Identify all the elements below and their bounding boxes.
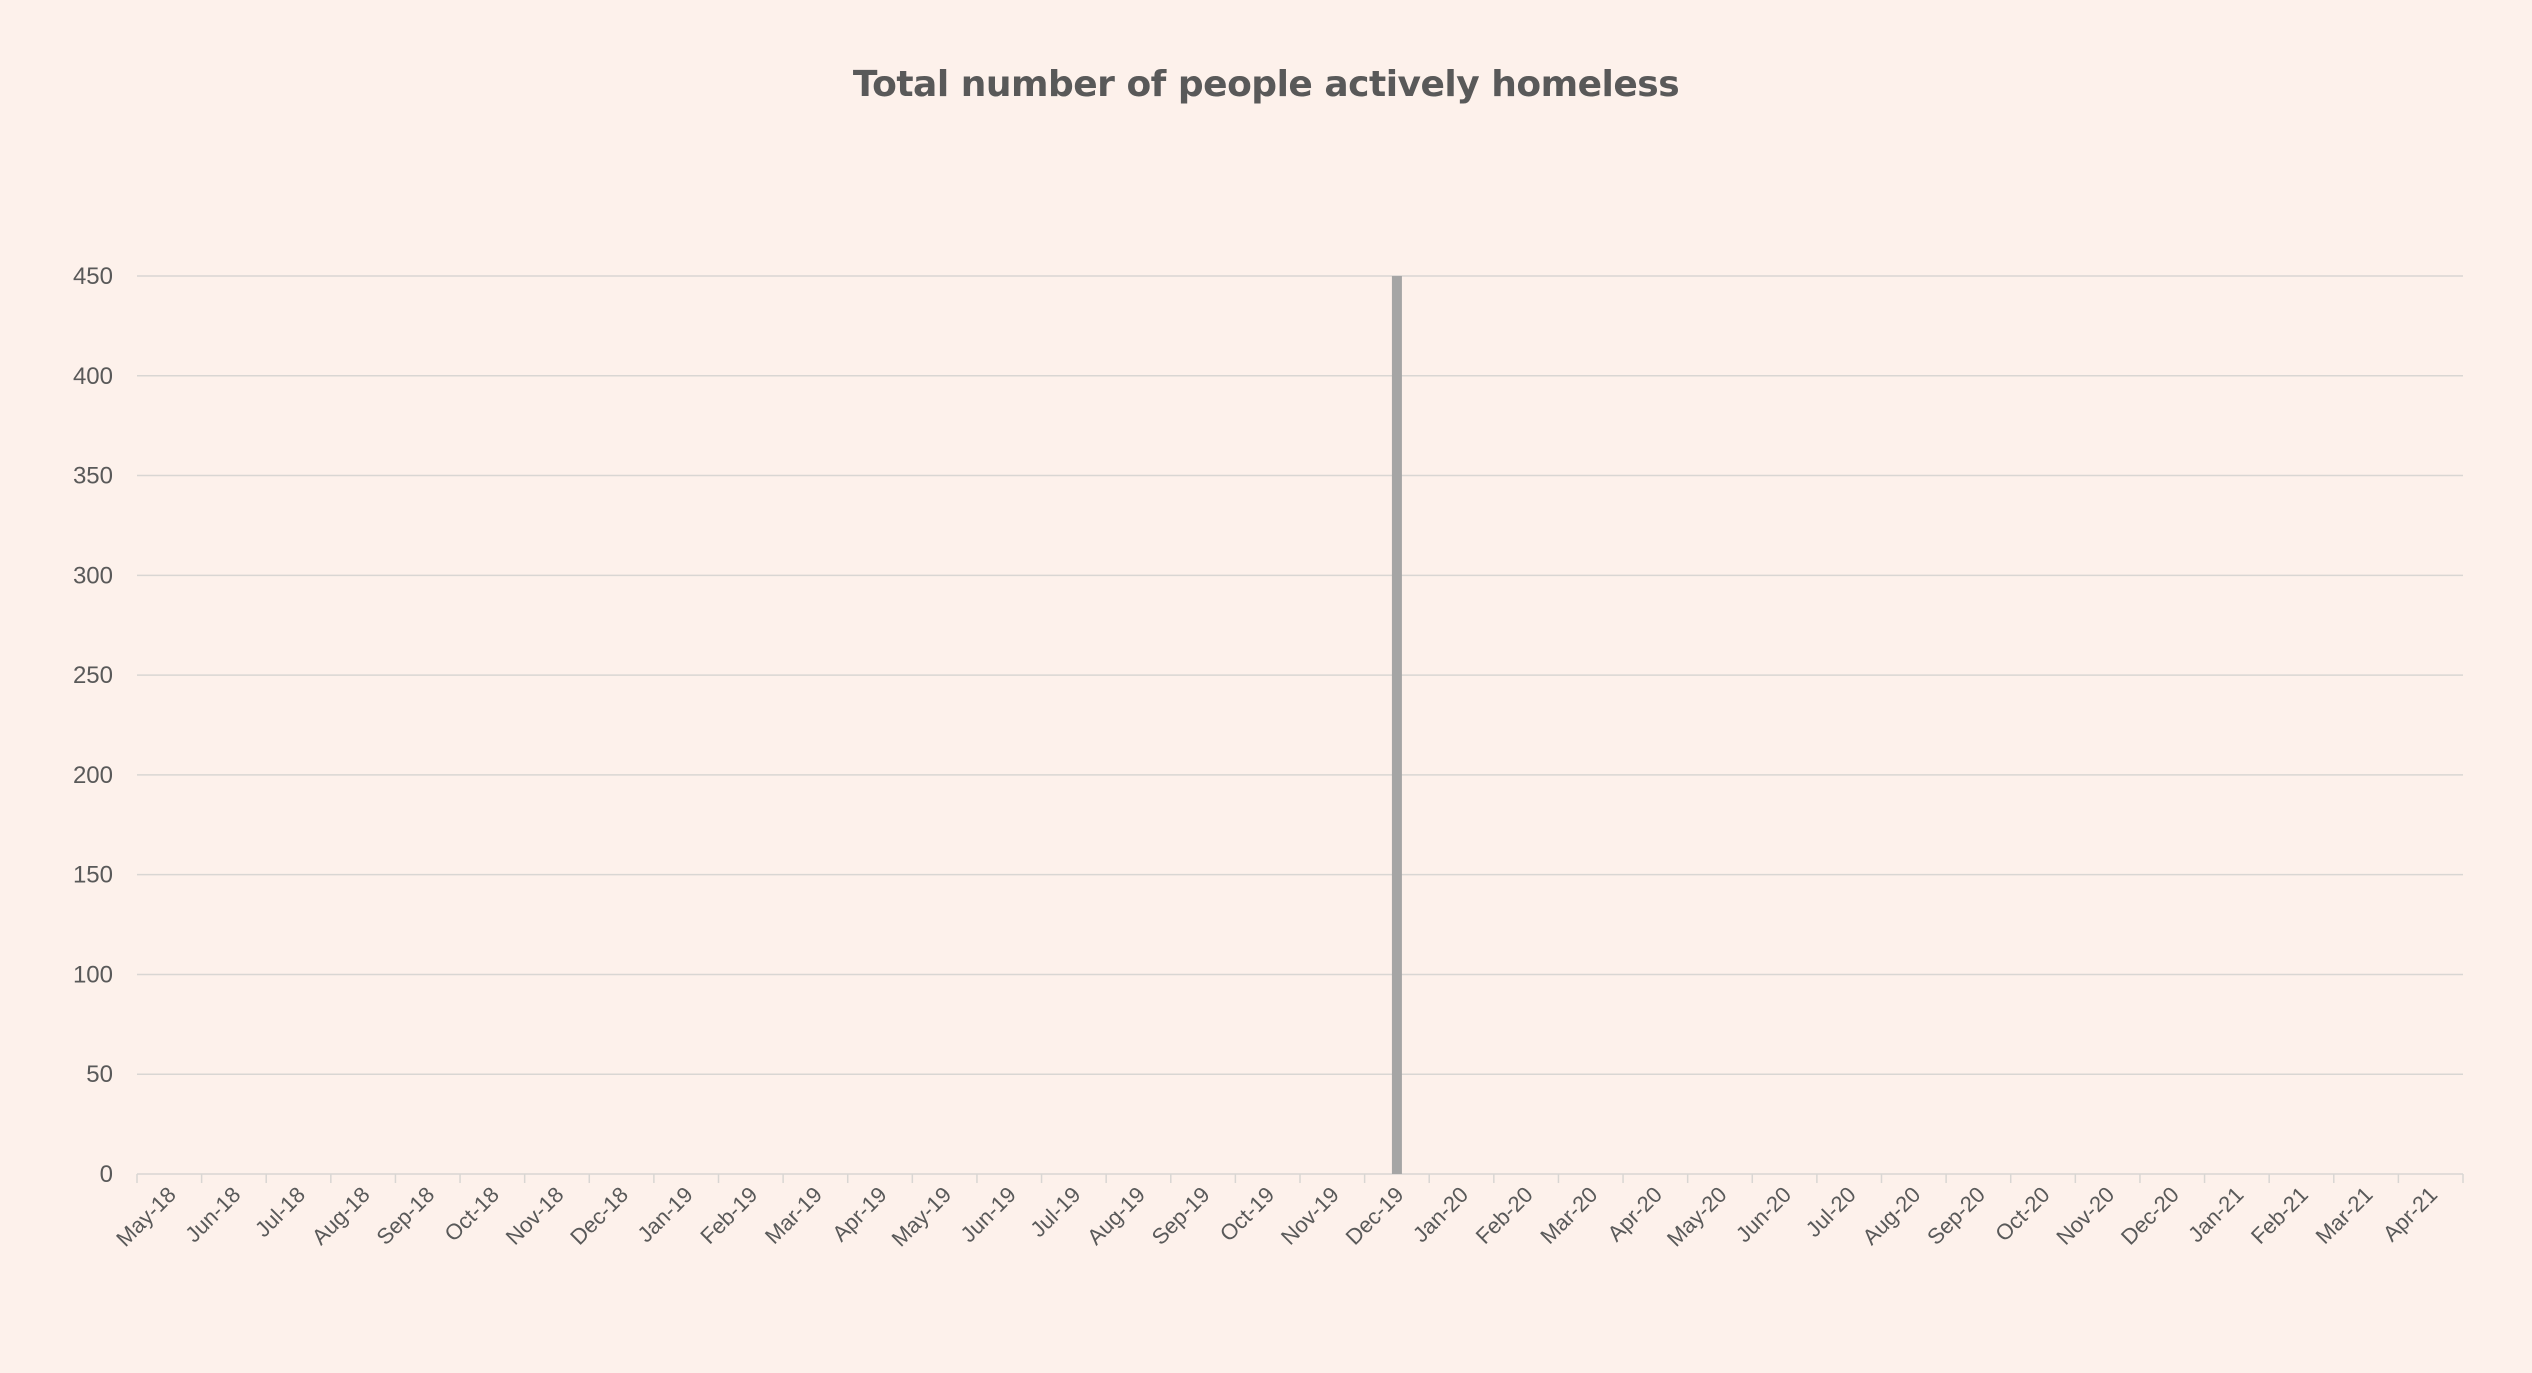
y-tick-label: 100 bbox=[73, 961, 113, 988]
x-tick-label: Jan-21 bbox=[2183, 1182, 2248, 1247]
x-tick-label: Jul-20 bbox=[1801, 1182, 1861, 1242]
x-tick-label: Dec-19 bbox=[1341, 1182, 1409, 1250]
x-tick-label: Jun-19 bbox=[956, 1182, 1021, 1247]
x-tick-label: Feb-19 bbox=[695, 1182, 762, 1249]
x-tick-label: Aug-19 bbox=[1082, 1182, 1150, 1250]
x-tick-label: Feb-21 bbox=[2246, 1182, 2313, 1249]
y-tick-label: 300 bbox=[73, 562, 113, 589]
x-tick-label: Mar-21 bbox=[2311, 1182, 2378, 1249]
x-tick-label: Apr-19 bbox=[827, 1182, 891, 1246]
x-tick-label: Nov-19 bbox=[1276, 1182, 1344, 1250]
x-tick-label: Mar-20 bbox=[1535, 1182, 1602, 1249]
y-tick-label: 0 bbox=[100, 1161, 113, 1188]
x-tick-label: Oct-18 bbox=[440, 1182, 504, 1246]
x-tick-label: Jan-20 bbox=[1408, 1182, 1473, 1247]
x-tick-label: Nov-18 bbox=[501, 1182, 569, 1250]
x-tick-label: Nov-20 bbox=[2051, 1182, 2119, 1250]
chart-title: Total number of people actively homeless bbox=[852, 64, 1680, 105]
bar bbox=[1391, 276, 1402, 1174]
x-tick-label: Feb-20 bbox=[1471, 1182, 1538, 1249]
x-tick-label: Dec-20 bbox=[2116, 1182, 2184, 1250]
x-tick-label: Aug-20 bbox=[1857, 1182, 1925, 1250]
x-tick-label: May-19 bbox=[887, 1182, 957, 1252]
y-tick-label: 350 bbox=[73, 463, 113, 490]
x-tick-label: Oct-19 bbox=[1215, 1182, 1279, 1246]
x-tick-label: Dec-18 bbox=[565, 1182, 633, 1250]
x-tick-label: Jun-20 bbox=[1731, 1182, 1796, 1247]
x-tick-label: Sep-19 bbox=[1147, 1182, 1215, 1250]
x-tick-label: Oct-20 bbox=[1990, 1182, 2054, 1246]
x-tick-label: May-20 bbox=[1662, 1182, 1732, 1252]
x-tick-label: Apr-21 bbox=[2378, 1182, 2442, 1246]
x-tick-label: Apr-20 bbox=[1603, 1182, 1667, 1246]
y-tick-label: 200 bbox=[73, 762, 113, 789]
x-tick-label: Jun-18 bbox=[180, 1182, 245, 1247]
y-tick-label: 50 bbox=[86, 1061, 113, 1088]
y-tick-label: 250 bbox=[73, 662, 113, 689]
y-tick-label: 150 bbox=[73, 862, 113, 889]
x-tick-label: Aug-18 bbox=[307, 1182, 375, 1250]
y-tick-label: 450 bbox=[73, 263, 113, 290]
x-tick-label: Jan-19 bbox=[632, 1182, 697, 1247]
x-tick-label: Mar-19 bbox=[760, 1182, 827, 1249]
y-tick-label: 400 bbox=[73, 363, 113, 390]
x-tick-label: Jul-18 bbox=[250, 1182, 310, 1242]
x-tick-label: May-18 bbox=[111, 1182, 181, 1252]
x-tick-label: Sep-18 bbox=[371, 1182, 439, 1250]
x-tick-label: Jul-19 bbox=[1025, 1182, 1085, 1242]
x-tick-label: Sep-20 bbox=[1922, 1182, 1990, 1250]
